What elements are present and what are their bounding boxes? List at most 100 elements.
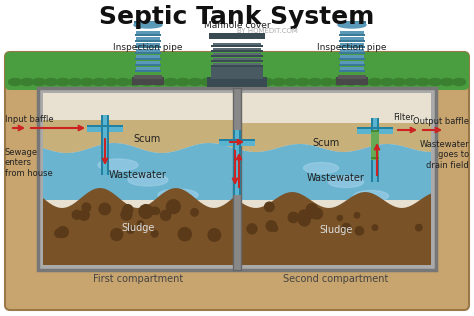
- Circle shape: [208, 229, 220, 241]
- Bar: [340, 49, 364, 53]
- Ellipse shape: [189, 78, 201, 86]
- Circle shape: [82, 203, 91, 212]
- Bar: [340, 67, 364, 71]
- Bar: [233, 130, 241, 195]
- FancyBboxPatch shape: [5, 52, 469, 90]
- Ellipse shape: [164, 78, 177, 86]
- Text: Manhole cover: Manhole cover: [204, 21, 270, 30]
- Bar: [211, 67, 263, 79]
- Bar: [219, 139, 255, 146]
- Circle shape: [307, 210, 316, 218]
- Polygon shape: [241, 192, 431, 265]
- Bar: [241, 93, 431, 265]
- Circle shape: [306, 204, 318, 215]
- Bar: [371, 118, 373, 182]
- Circle shape: [55, 229, 63, 237]
- Bar: [233, 88, 241, 270]
- Ellipse shape: [98, 159, 138, 171]
- Ellipse shape: [368, 78, 382, 86]
- Bar: [213, 43, 261, 46]
- Bar: [371, 130, 379, 160]
- Text: Output baffle: Output baffle: [413, 118, 469, 126]
- Bar: [339, 46, 365, 48]
- Ellipse shape: [33, 78, 46, 86]
- Ellipse shape: [345, 78, 357, 86]
- Ellipse shape: [320, 78, 334, 86]
- Ellipse shape: [56, 78, 70, 86]
- Ellipse shape: [176, 78, 190, 86]
- Circle shape: [121, 209, 132, 220]
- Text: Wastewater: Wastewater: [307, 173, 365, 183]
- Bar: [135, 40, 161, 42]
- Bar: [339, 52, 365, 54]
- Ellipse shape: [128, 174, 168, 186]
- Circle shape: [111, 228, 123, 240]
- Ellipse shape: [248, 78, 262, 86]
- Circle shape: [139, 205, 153, 218]
- Text: Scum: Scum: [134, 134, 161, 144]
- Ellipse shape: [332, 78, 346, 86]
- Ellipse shape: [140, 78, 154, 86]
- Bar: [87, 125, 123, 127]
- Text: Sewage
enters
from house: Sewage enters from house: [5, 148, 53, 178]
- Circle shape: [161, 210, 171, 221]
- Ellipse shape: [273, 78, 285, 86]
- Ellipse shape: [392, 78, 405, 86]
- Bar: [211, 45, 263, 47]
- Circle shape: [337, 216, 342, 221]
- Circle shape: [79, 210, 89, 220]
- Circle shape: [416, 224, 422, 231]
- Bar: [135, 70, 161, 72]
- Bar: [338, 75, 366, 79]
- Bar: [336, 77, 368, 85]
- Circle shape: [299, 215, 310, 226]
- Bar: [136, 31, 160, 35]
- Bar: [239, 130, 241, 195]
- Circle shape: [312, 208, 322, 219]
- Bar: [340, 61, 364, 65]
- Ellipse shape: [328, 177, 364, 187]
- Circle shape: [272, 226, 278, 231]
- Circle shape: [99, 203, 110, 215]
- Ellipse shape: [134, 22, 162, 28]
- Ellipse shape: [69, 78, 82, 86]
- Text: First compartment: First compartment: [93, 274, 183, 284]
- Bar: [136, 55, 160, 59]
- Circle shape: [72, 210, 81, 219]
- Bar: [38, 88, 436, 270]
- Ellipse shape: [104, 78, 118, 86]
- Bar: [338, 21, 366, 26]
- Bar: [213, 58, 261, 61]
- Circle shape: [151, 207, 158, 214]
- Bar: [340, 37, 364, 41]
- Ellipse shape: [453, 78, 465, 86]
- Bar: [339, 58, 365, 60]
- Ellipse shape: [153, 78, 165, 86]
- Ellipse shape: [237, 78, 249, 86]
- Ellipse shape: [201, 78, 213, 86]
- Bar: [135, 34, 161, 36]
- Bar: [213, 48, 261, 51]
- Bar: [87, 125, 123, 132]
- Text: Sludge: Sludge: [121, 223, 155, 233]
- Ellipse shape: [338, 22, 366, 28]
- Bar: [101, 115, 103, 175]
- Bar: [10, 57, 464, 85]
- Circle shape: [264, 202, 274, 212]
- Bar: [233, 130, 235, 195]
- Bar: [219, 139, 255, 141]
- Ellipse shape: [354, 191, 389, 202]
- Circle shape: [153, 208, 160, 214]
- Bar: [339, 34, 365, 36]
- Text: Wastewater: Wastewater: [109, 170, 167, 180]
- Circle shape: [355, 227, 364, 235]
- Bar: [101, 115, 109, 175]
- Ellipse shape: [225, 78, 237, 86]
- Circle shape: [191, 209, 198, 216]
- Text: Wastewater
goes to
drain field: Wastewater goes to drain field: [419, 140, 469, 170]
- Text: Second compartment: Second compartment: [283, 274, 389, 284]
- Ellipse shape: [297, 78, 310, 86]
- Text: Sludge: Sludge: [319, 225, 353, 235]
- Ellipse shape: [303, 162, 338, 173]
- Bar: [135, 58, 161, 60]
